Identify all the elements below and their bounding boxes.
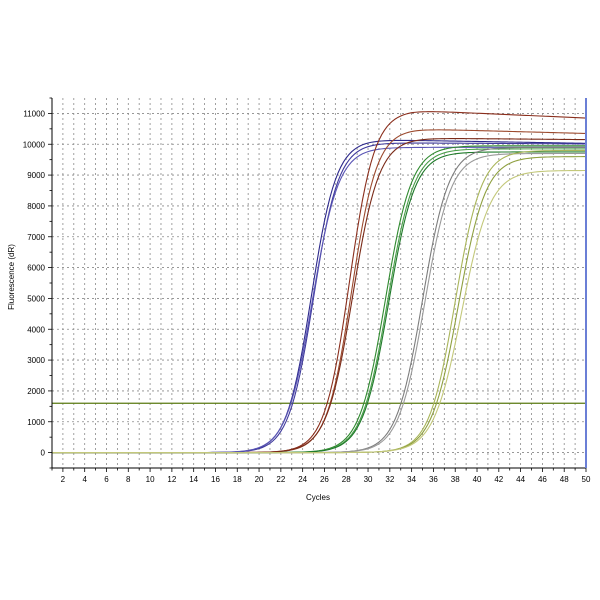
y-tick-label: 10000	[23, 140, 46, 149]
amplification-curve	[52, 151, 586, 454]
x-axis-title: Cycles	[306, 493, 330, 502]
x-tick-label: 10	[146, 475, 155, 484]
x-tick-label: 28	[342, 475, 351, 484]
y-tick-label: 3000	[27, 356, 45, 365]
x-tick-label: 26	[320, 475, 329, 484]
amplification-curve	[52, 146, 586, 454]
y-tick-label: 11000	[23, 109, 45, 118]
x-tick-label: 42	[494, 475, 503, 484]
y-tick-label: 1000	[27, 418, 45, 427]
amplification-curve	[52, 146, 586, 454]
x-tick-label: 12	[167, 475, 176, 484]
x-tick-label: 38	[451, 475, 460, 484]
axis-layer	[48, 97, 587, 472]
y-tick-label: 9000	[27, 171, 45, 180]
series-layer	[52, 111, 587, 454]
x-tick-label: 6	[104, 475, 109, 484]
amplification-curve	[52, 145, 586, 454]
amplification-curve	[52, 152, 586, 454]
amplification-curve	[52, 156, 586, 454]
x-tick-label: 20	[255, 475, 264, 484]
amplification-curve	[52, 169, 587, 454]
y-tick-label: 7000	[27, 233, 45, 242]
x-tick-label: 46	[538, 475, 547, 484]
tick-labels: 2 4 6 8 10 12 14 16 18 20 22 24 26 28 30 32 34 36 38 40 42 44…	[23, 109, 591, 484]
amplification-curve	[52, 149, 586, 454]
x-tick-label: 24	[298, 475, 307, 484]
x-tick-label: 2	[61, 475, 66, 484]
x-tick-label: 22	[276, 475, 285, 484]
x-tick-label: 44	[516, 475, 525, 484]
x-tick-label: 48	[560, 475, 569, 484]
x-tick-label: 14	[189, 475, 198, 484]
amplification-curve	[52, 138, 587, 454]
x-tick-label: 36	[429, 475, 438, 484]
x-tick-label: 40	[473, 475, 482, 484]
x-tick-label: 16	[211, 475, 220, 484]
y-tick-label: 2000	[27, 387, 45, 396]
y-tick-label: 4000	[27, 325, 45, 334]
y-tick-label: 0	[41, 449, 46, 458]
amplification-curve	[52, 148, 586, 454]
y-tick-label: 5000	[27, 294, 45, 303]
amplification-curve	[52, 139, 587, 454]
x-tick-label: 4	[82, 475, 87, 484]
amplification-curve	[52, 142, 587, 454]
x-tick-label: 34	[407, 475, 416, 484]
x-tick-label: 30	[364, 475, 373, 484]
grid-layer	[52, 98, 586, 468]
y-tick-label: 6000	[27, 264, 45, 273]
x-tick-label: 50	[582, 475, 591, 484]
x-tick-label: 8	[126, 475, 131, 484]
y-axis-title: Fluorescence (dR)	[7, 244, 16, 310]
x-tick-label: 18	[233, 475, 242, 484]
x-tick-label: 32	[385, 475, 394, 484]
y-tick-label: 8000	[27, 202, 45, 211]
amplification-curve	[52, 111, 587, 454]
amplification-curve	[52, 129, 587, 454]
